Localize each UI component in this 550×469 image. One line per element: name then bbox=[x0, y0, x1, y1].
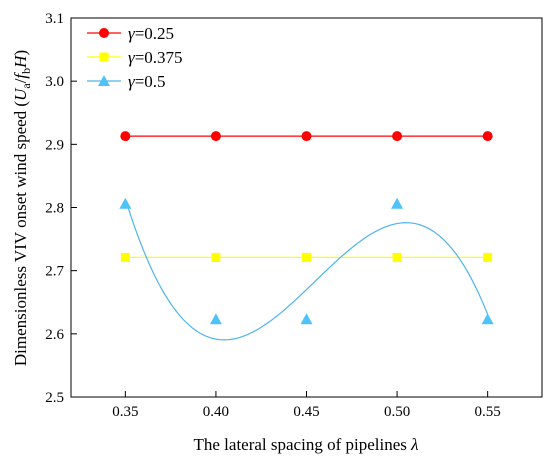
series-3-point bbox=[391, 197, 404, 209]
legend-entry: γ=0.5 bbox=[87, 72, 166, 91]
y-tick-label: 2.6 bbox=[45, 327, 64, 343]
legend-label: γ=0.25 bbox=[128, 24, 174, 43]
x-tick-label: 0.40 bbox=[203, 404, 229, 420]
y-tick-label: 3.1 bbox=[45, 11, 64, 27]
series-3-point bbox=[300, 313, 313, 325]
legend-marker bbox=[98, 75, 110, 86]
series-2-point bbox=[392, 252, 402, 262]
y-tick-label: 2.7 bbox=[45, 264, 64, 280]
x-tick-label: 0.45 bbox=[293, 404, 319, 420]
series-2 bbox=[120, 252, 493, 262]
series-3-point bbox=[481, 313, 494, 325]
series-1 bbox=[120, 131, 493, 142]
legend-label: γ=0.375 bbox=[128, 48, 183, 67]
legend-entry: γ=0.375 bbox=[87, 48, 183, 67]
x-axis-ticks: 0.35 0.40 0.45 0.50 0.55 bbox=[112, 391, 501, 420]
series-3-point bbox=[209, 313, 222, 325]
legend-entry: γ=0.25 bbox=[87, 24, 174, 43]
x-tick-label: 0.50 bbox=[384, 404, 410, 420]
series-1-point bbox=[392, 131, 403, 142]
y-axis-ticks: 2.5 2.6 2.7 2.8 2.9 3.0 3.1 bbox=[45, 11, 77, 406]
legend-marker bbox=[99, 52, 109, 62]
x-tick-label: 0.35 bbox=[112, 404, 138, 420]
y-tick-label: 2.8 bbox=[45, 201, 64, 217]
x-axis-label: The lateral spacing of pipelines λ bbox=[194, 435, 419, 454]
series-1-point bbox=[482, 131, 493, 142]
legend-label: γ=0.5 bbox=[128, 72, 166, 91]
series-2-point bbox=[120, 252, 130, 262]
series-3-fit-curve bbox=[124, 198, 489, 341]
series-2-point bbox=[211, 252, 221, 262]
legend: γ=0.25 γ=0.375 γ=0.5 bbox=[87, 24, 183, 91]
series-1-point bbox=[301, 131, 312, 142]
series-layer bbox=[119, 131, 494, 341]
legend-marker bbox=[99, 28, 109, 38]
series-2-point bbox=[302, 252, 311, 262]
series-1-point bbox=[120, 131, 131, 142]
y-tick-label: 2.9 bbox=[45, 137, 64, 153]
y-axis-label: Dimensionless VIV onset wind speed (Ua/f… bbox=[11, 50, 33, 366]
y-tick-label: 3.0 bbox=[45, 74, 64, 90]
series-1-point bbox=[210, 131, 221, 142]
series-3 bbox=[119, 197, 494, 341]
y-tick-label: 2.5 bbox=[45, 390, 64, 406]
series-3-point bbox=[119, 197, 132, 209]
x-tick-label: 0.55 bbox=[475, 404, 501, 420]
series-2-point bbox=[483, 252, 493, 262]
